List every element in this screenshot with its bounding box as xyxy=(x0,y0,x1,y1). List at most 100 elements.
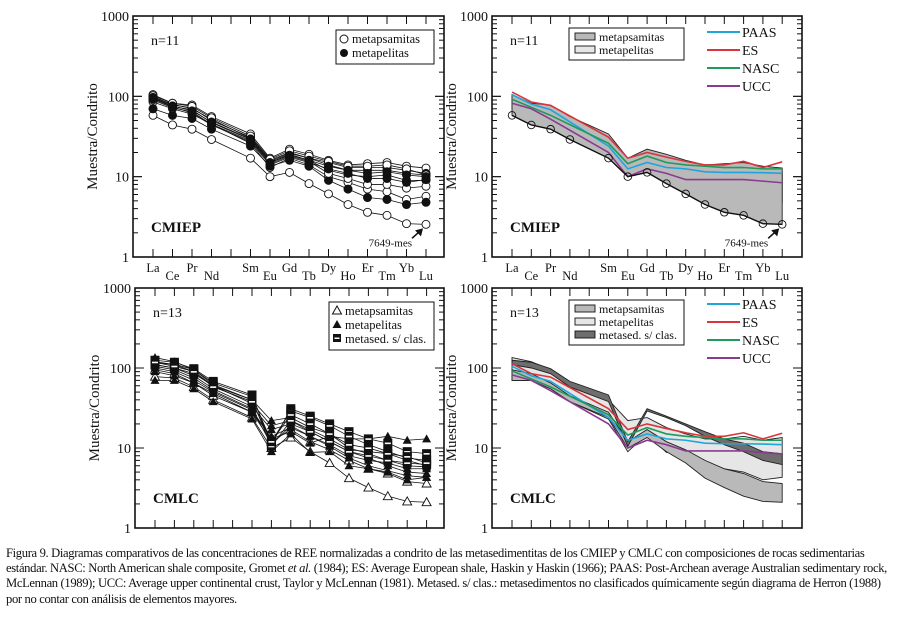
marker-filled-circle xyxy=(246,134,255,144)
highlight-point xyxy=(700,200,710,209)
y-tick-label: 1000 xyxy=(460,10,488,25)
field-metapsamitas xyxy=(511,369,783,503)
marker-half-square-stripe xyxy=(404,451,411,453)
marker-half-square-stripe xyxy=(307,423,314,425)
arrow-label: 7649-mes xyxy=(369,237,412,249)
marker-filled-circle xyxy=(187,106,197,116)
legend-marker-open-circle xyxy=(339,34,349,44)
marker-half-square-stripe xyxy=(287,414,294,416)
marker-open-triangle xyxy=(382,490,394,501)
marker-half-square-stripe xyxy=(268,441,275,443)
reference-line-ucc xyxy=(511,102,783,184)
panel-cmiep-fields: 1 10 100 1000 Muestra/Condrito La Ce Pr Nd Sm EuGd… xyxy=(444,10,803,283)
reference-legend-label: PAAS xyxy=(742,26,777,41)
marker-open-triangle xyxy=(401,495,413,506)
marker-open-circle xyxy=(207,135,216,144)
marker-filled-triangle xyxy=(169,375,179,384)
reference-line-ucc xyxy=(511,374,783,455)
reference-line-nasc xyxy=(511,370,783,442)
reference-legend-label: UCC xyxy=(742,352,771,367)
legend-label: metapelitas xyxy=(599,43,654,57)
panel-title: CMIEP xyxy=(510,220,560,236)
x-tick-label-Tb: Tb xyxy=(302,269,316,283)
legend-swatch xyxy=(574,317,596,326)
panel-cmlc-samples: 1 10 100 1000 Muestra/Condrito n=13 CMLC metaps… xyxy=(87,282,445,537)
marker-filled-circle xyxy=(324,161,333,171)
legend-box xyxy=(328,301,435,351)
x-tick-label-La: La xyxy=(146,261,160,275)
y-tick-label: 100 xyxy=(110,362,131,377)
marker-half-square-stripe xyxy=(171,365,178,368)
y-tick-label: 100 xyxy=(467,90,488,105)
y-tick-label: 1 xyxy=(122,251,129,266)
marker-filled-triangle xyxy=(266,421,276,430)
highlight-point xyxy=(739,211,748,220)
marker-half-square-stripe xyxy=(326,425,333,427)
marker-half-square-stripe xyxy=(384,459,391,462)
reference-legend-label: NASC xyxy=(742,62,779,77)
x-tick-label-Ce: Ce xyxy=(166,269,180,283)
y-tick-label: 1000 xyxy=(103,282,131,297)
reference-line-es xyxy=(511,91,783,169)
marker-open-triangle xyxy=(421,496,432,507)
marker-filled-triangle xyxy=(363,461,373,470)
marker-filled-triangle xyxy=(247,404,257,413)
marker-filled-circle xyxy=(148,92,158,102)
x-tick-label-Tm: Tm xyxy=(735,269,753,283)
marker-open-circle xyxy=(363,207,372,217)
marker-filled-circle xyxy=(402,177,411,187)
marker-open-circle xyxy=(324,189,333,199)
marker-filled-triangle xyxy=(305,447,315,456)
caption-text-1: Figura 9. Diagramas comparativos de las … xyxy=(6,546,865,576)
x-tick-label-Nd: Nd xyxy=(562,269,578,283)
x-tick-label-Pr: Pr xyxy=(186,261,198,275)
y-tick-label: 100 xyxy=(108,90,129,105)
marker-filled-circle xyxy=(421,197,431,207)
marker-filled-circle xyxy=(421,172,431,182)
marker-filled-triangle xyxy=(150,375,160,384)
x-tick-label-Gd: Gd xyxy=(639,261,655,275)
x-tick-label-Gd: Gd xyxy=(282,261,298,275)
marker-open-circle xyxy=(304,179,314,189)
legend-label: metapelitas xyxy=(599,315,654,329)
marker-half-square-stripe xyxy=(287,420,294,422)
marker-open-triangle xyxy=(363,482,374,492)
marker-half-square-stripe xyxy=(346,451,352,453)
reference-legend-label: NASC xyxy=(742,334,779,349)
marker-half-square-stripe xyxy=(384,442,391,445)
marker-filled-circle xyxy=(402,170,411,180)
marker-filled-triangle xyxy=(422,434,432,443)
legend-marker-stripe xyxy=(334,337,340,339)
reference-legend-label: ES xyxy=(742,44,758,59)
marker-open-circle xyxy=(285,167,294,177)
marker-filled-circle xyxy=(168,110,177,120)
panel-cmiep-samples: 1 10 100 1000 Muestra/Condrito La Ce Pr Nd Sm Eu Gd… xyxy=(85,10,445,283)
x-tick-label-Lu: Lu xyxy=(775,269,790,283)
marker-half-square-stripe xyxy=(249,401,255,403)
marker-half-square-stripe xyxy=(423,462,430,464)
marker-filled-circle xyxy=(148,104,158,114)
legend-swatch xyxy=(574,304,596,313)
plot-frame xyxy=(134,287,445,529)
sample-count: n=13 xyxy=(510,306,539,321)
marker-filled-triangle xyxy=(402,464,412,473)
plot-frame xyxy=(132,15,445,258)
marker-filled-triangle xyxy=(383,466,393,475)
y-tick-label: 100 xyxy=(467,362,488,377)
marker-half-square-stripe xyxy=(365,438,372,440)
marker-half-square-stripe xyxy=(190,371,197,373)
marker-filled-circle xyxy=(402,200,411,210)
marker-filled-circle xyxy=(343,165,353,175)
x-tick-label-Pr: Pr xyxy=(545,261,557,275)
marker-half-square-stripe xyxy=(152,361,158,364)
figure-caption: Figura 9. Diagramas comparativos de las … xyxy=(6,546,898,607)
marker-half-square-stripe xyxy=(346,435,352,438)
legend-marker-filled-circle xyxy=(340,49,348,57)
highlight-point xyxy=(662,179,671,188)
x-tick-label-La: La xyxy=(505,261,519,275)
marker-filled-triangle xyxy=(169,371,179,380)
legend-box xyxy=(335,29,435,65)
marker-filled-triangle xyxy=(189,384,199,393)
sample-count: n=13 xyxy=(153,306,182,321)
x-tick-label-Tm: Tm xyxy=(378,269,396,283)
